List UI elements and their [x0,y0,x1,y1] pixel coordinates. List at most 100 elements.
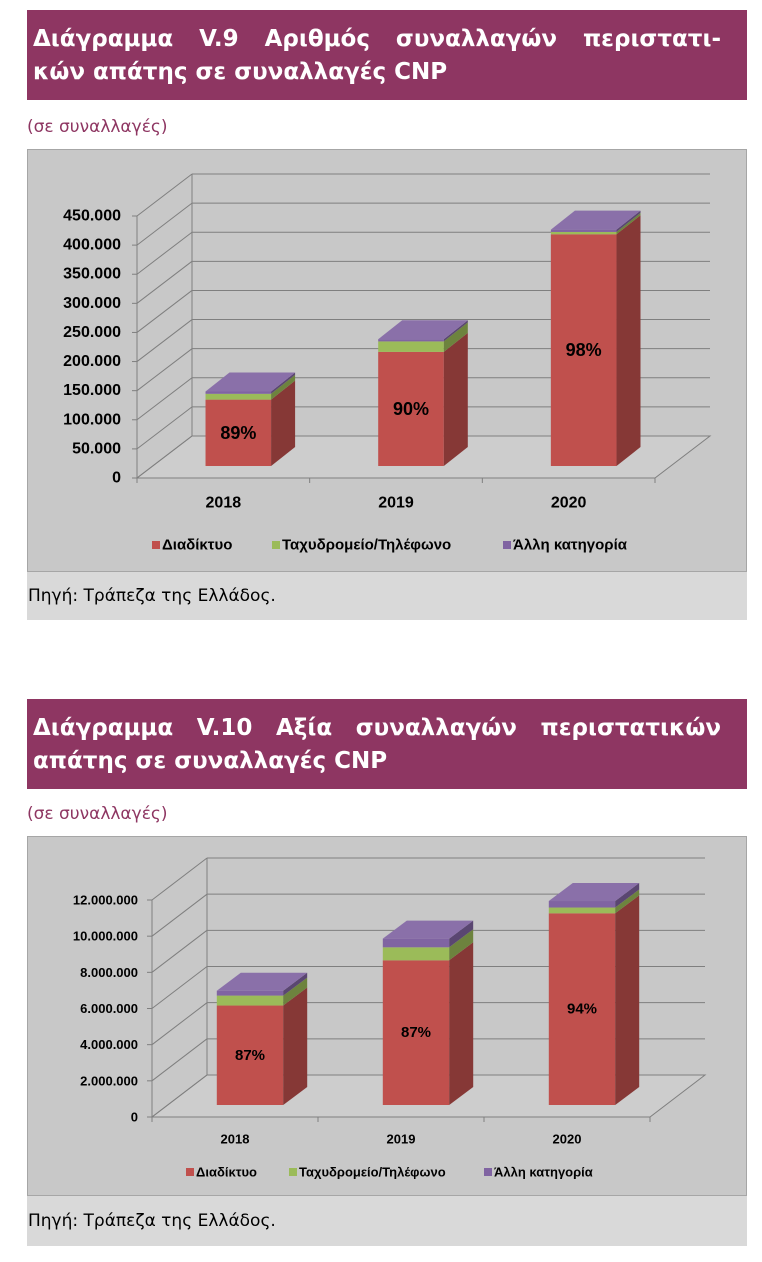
side-wall-gridline [136,348,193,392]
data-label: 98% [566,340,602,360]
bar-segment-side-2019-s3 [443,320,468,342]
figure-title: Διάγραμμα V.9 Αριθμός συναλλαγών περιστα… [27,10,747,100]
legend-swatch [289,1168,297,1176]
bar-segment-front-2019-s3 [382,938,450,948]
bar-segment-front-2018-s1 [205,399,272,466]
figure-title-line-2: κών απάτης σε συναλλαγές CNP [33,59,448,85]
bar-segment-side-2020-s2 [616,212,641,235]
stacked-bar-chart: 87% 87% 94% 2018 2019 2020 0 2.000.000 4.000.000… [73,857,707,1180]
figure-title-line-1: Διάγραμμα V.9 Αριθμός συναλλαγών περιστα… [33,26,721,52]
legend: Διαδίκτυο Ταχυδρομείο/Τηλέφωνο Άλλη κατηγο… [152,537,628,554]
legend-label: Ταχυδρομείο/Τηλέφωνο [299,1165,446,1180]
data-label: 87% [235,1047,265,1064]
data-label: 90% [393,399,429,419]
y-tick-label: 400.000 [63,237,121,254]
y-tick-label: 12.000.000 [73,893,138,908]
data-label: 87% [401,1024,431,1041]
side-wall-gridline [136,377,193,421]
bar-segment-front-2018-s1 [216,1005,284,1105]
bar-segment-front-2018-s2 [216,995,284,1006]
chart-panel: 87% 87% 94% 2018 2019 2020 0 2.000.000 4.000.000… [27,836,747,1196]
y-tick-label: 4.000.000 [80,1037,138,1052]
y-tick-label: 150.000 [63,382,121,399]
bar-2018: 89% [205,372,296,466]
y-tick-label: 10.000.000 [73,929,138,944]
side-wall-gridline [151,1002,208,1046]
legend-label: Διαδίκτυο [196,1165,257,1180]
legend-swatch [186,1168,194,1176]
y-tick-label: 8.000.000 [80,965,138,980]
x-tick-label: 2019 [387,1132,416,1147]
bar-top-face-2019 [378,320,468,340]
bar-segment-front-2018-s3 [216,990,284,996]
y-tick-label: 2.000.000 [80,1073,138,1088]
bars: 89% 90% 98% [205,210,641,466]
figure-unit-note: (σε συναλλαγές) [27,804,168,824]
y-tick-label: 50.000 [72,440,121,457]
legend-swatch [503,541,511,549]
bar-segment-front-2019-s2 [378,341,444,352]
bar-top-face-2019 [382,920,474,939]
bar-segment-front-2020-s3 [550,229,617,232]
bar-segment-front-2019-s1 [382,960,450,1105]
side-wall-gridline [136,319,193,362]
bar-segment-side-2020-s3 [615,883,640,908]
bar-segment-side-2018-s1 [271,380,296,466]
side-wall-gridline [151,966,208,1009]
bar-2019: 90% [378,320,468,466]
source-note: Πηγή: Τράπεζα της Ελλάδος. [27,572,747,620]
bar-segment-side-2019-s2 [449,929,474,961]
bar-segment-side-2018-s1 [283,987,308,1105]
side-wall-gridline [136,260,193,304]
y-tick-label: 450.000 [63,208,121,225]
bars: 87% 87% 94% [216,883,640,1105]
side-wall-gridline [136,231,193,275]
data-label: 89% [220,423,256,443]
legend-label: Άλλη κατηγορία [513,537,628,554]
figure-title-line-2: απάτης σε συναλλαγές CNP [33,748,388,774]
legend-label: Ταχυδρομείο/Τηλέφωνο [282,537,451,554]
bar-segment-side-2020-s1 [615,895,640,1105]
figure-unit-note: (σε συναλλαγές) [27,117,168,137]
bar-segment-front-2019-s3 [378,339,444,342]
bar-segment-side-2020-s3 [616,210,641,232]
y-tick-label: 6.000.000 [80,1001,138,1016]
legend-label: Άλλη κατηγορία [494,1165,593,1180]
bar-segment-front-2019-s2 [382,947,450,961]
bar-2020: 98% [550,210,641,466]
legend-swatch [484,1168,492,1176]
bar-segment-side-2020-s1 [616,215,641,466]
bar-segment-side-2019-s3 [449,920,474,948]
bar-segment-front-2019-s1 [378,351,444,466]
legend-label: Διαδίκτυο [162,537,232,554]
x-tick-label: 2018 [221,1132,250,1147]
side-wall-gridline [151,929,208,973]
bar-2020: 94% [548,883,640,1105]
side-wall-gridline [151,857,208,901]
legend: Διαδίκτυο Ταχυδρομείο/Τηλέφωνο Άλλη κατηγο… [186,1165,593,1180]
side-wall-gridline [136,173,193,217]
bar-segment-side-2020-s2 [615,889,640,914]
bar-segment-front-2020-s1 [548,913,616,1105]
bar-segment-front-2020-s1 [550,234,617,466]
bar-segment-side-2019-s2 [443,322,468,352]
x-tick-label: 2019 [378,495,414,512]
chart-panel: 89% 90% 98% 2018 2019 2020 0 50.000 100.000 150.0… [27,149,747,572]
x-tick-label: 2020 [553,1132,582,1147]
y-tick-label: 0 [112,470,121,487]
bar-segment-front-2020-s2 [548,907,616,914]
data-label: 94% [567,1001,597,1018]
bar-segment-side-2018-s3 [271,372,296,394]
side-wall-gridline [136,406,193,450]
bar-segment-side-2019-s1 [449,942,474,1105]
figure-title: Διάγραμμα V.10 Αξία συναλλαγών περιστατι… [27,699,747,789]
bar-segment-side-2019-s1 [443,332,468,466]
y-tick-label: 350.000 [63,266,121,283]
bar-segment-side-2018-s2 [271,374,296,400]
y-tick-label: 100.000 [63,411,121,428]
bar-2018: 87% [216,972,308,1105]
side-wall-gridline [151,1074,208,1118]
bar-segment-side-2018-s2 [283,977,308,1006]
side-wall-gridline [136,290,193,333]
